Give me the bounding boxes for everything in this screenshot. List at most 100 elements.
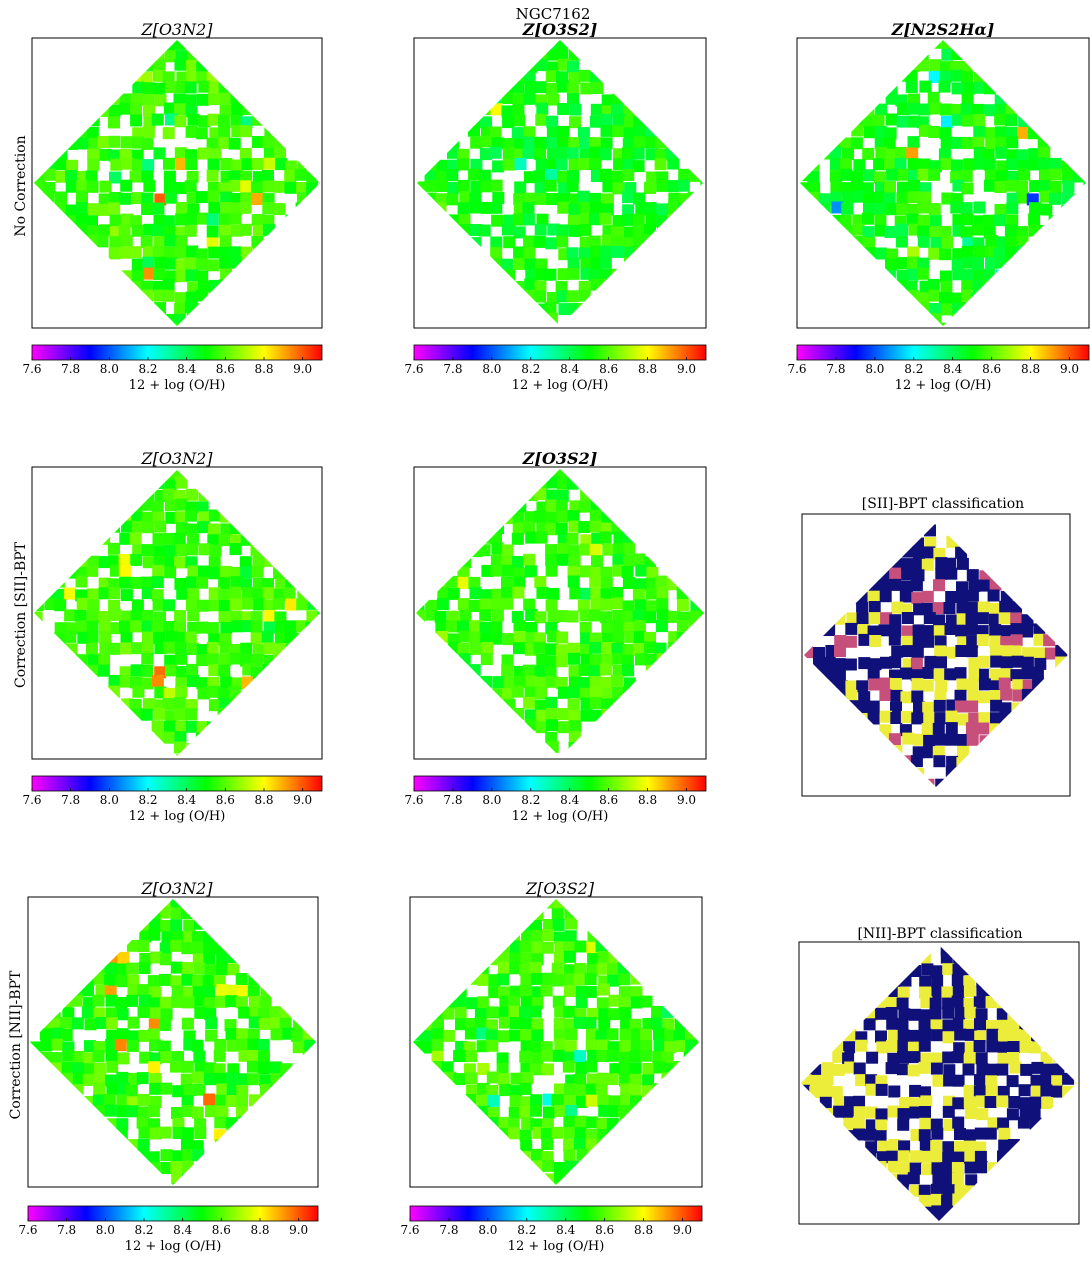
map-spaxel xyxy=(496,1052,509,1065)
map-spaxel xyxy=(284,170,297,182)
map-spaxel xyxy=(974,1018,986,1031)
map-spaxel xyxy=(545,643,558,656)
map-spaxel xyxy=(823,656,836,669)
map-spaxel xyxy=(996,1095,1009,1108)
map-spaxel xyxy=(935,679,948,692)
map-spaxel xyxy=(240,180,253,193)
map-spaxel xyxy=(954,1128,966,1140)
map-spaxel xyxy=(131,520,144,533)
map-spaxel xyxy=(567,61,579,73)
map-spaxel xyxy=(176,587,189,600)
map-spaxel xyxy=(941,303,954,316)
map-spaxel xyxy=(220,191,233,204)
map-spaxel xyxy=(174,641,187,654)
map-spaxel xyxy=(574,1115,587,1128)
colorbar-tick-label: 8.2 xyxy=(521,362,540,376)
map-spaxel xyxy=(119,532,132,545)
map-spaxel xyxy=(184,94,197,107)
map-spaxel xyxy=(106,1060,119,1073)
colorbar-tick-label: 8.8 xyxy=(638,362,657,376)
map-spaxel xyxy=(541,941,554,954)
map-spaxel xyxy=(535,158,548,171)
map-spaxel xyxy=(602,180,615,193)
map-spaxel xyxy=(511,127,524,140)
colorbar-o3n2-no-correction: 7.6 7.8 8.0 8.2 8.4 8.6 8.8 9.012 + log (O/H) xyxy=(22,344,323,393)
map-spaxel xyxy=(229,543,242,556)
map-spaxel xyxy=(226,1084,239,1096)
map-spaxel xyxy=(984,169,997,182)
map-spaxel xyxy=(1010,623,1023,636)
map-spaxel xyxy=(129,698,142,711)
map-spaxel xyxy=(486,1019,498,1032)
map-spaxel xyxy=(175,544,188,557)
map-spaxel xyxy=(525,622,538,634)
map-spaxel xyxy=(153,289,166,302)
map-spaxel xyxy=(131,93,144,105)
map-spaxel xyxy=(93,1062,106,1075)
map-spaxel xyxy=(954,1007,967,1019)
map-spaxel xyxy=(840,137,853,150)
map-spaxel xyxy=(584,1017,597,1029)
map-spaxel xyxy=(497,973,509,986)
map-spaxel xyxy=(906,147,919,160)
map-frame xyxy=(798,941,1080,1225)
map-spaxel xyxy=(808,181,821,194)
map-spaxel xyxy=(880,612,893,625)
map-spaxel xyxy=(943,1074,956,1087)
colorbar-tick-label: 8.0 xyxy=(865,362,884,376)
map-spaxel xyxy=(523,696,536,709)
map-spaxel xyxy=(589,709,602,722)
map-spaxel xyxy=(181,942,194,955)
map-spaxel xyxy=(589,676,602,688)
map-spaxel xyxy=(913,701,925,714)
map-spaxel xyxy=(551,1094,564,1107)
map-spaxel xyxy=(92,1094,105,1107)
map-spaxel xyxy=(160,1162,173,1174)
map-spaxel xyxy=(535,258,548,271)
map-spaxel xyxy=(934,733,947,746)
map-spaxel xyxy=(218,611,231,624)
map-spaxel xyxy=(65,180,78,193)
map-spaxel xyxy=(858,633,871,646)
map-spaxel xyxy=(588,137,601,150)
map-spaxel xyxy=(845,689,858,702)
map-spaxel xyxy=(933,755,946,768)
map-spaxel xyxy=(590,202,602,214)
map-spaxel xyxy=(154,256,167,269)
map-spaxel xyxy=(459,609,472,622)
map-spaxel xyxy=(436,598,449,611)
map-spaxel xyxy=(973,1085,986,1098)
map-spaxel xyxy=(568,665,581,678)
map-spaxel xyxy=(943,1064,956,1077)
map-spaxel xyxy=(557,171,570,183)
map-spaxel xyxy=(876,1151,889,1164)
map-spaxel xyxy=(1029,1096,1042,1109)
map-spaxel xyxy=(919,1009,932,1022)
map-spaxel xyxy=(632,136,645,149)
map-spaxel xyxy=(98,587,111,600)
map-spaxel xyxy=(655,620,668,633)
map-spaxel xyxy=(154,94,167,107)
map-spaxel xyxy=(518,1106,531,1119)
map-spaxel xyxy=(541,1049,553,1062)
map-spaxel xyxy=(964,1006,977,1019)
map-spaxel xyxy=(590,103,603,116)
map-spaxel xyxy=(130,620,143,633)
map-spaxel xyxy=(141,664,154,677)
map-spaxel xyxy=(424,179,437,192)
map-spaxel xyxy=(262,202,275,214)
map-spaxel xyxy=(488,986,501,999)
colorbar-tick-label: 8.0 xyxy=(482,362,501,376)
map-spaxel xyxy=(238,1049,251,1062)
map-spaxel xyxy=(662,1018,675,1031)
map-spaxel xyxy=(149,1039,161,1052)
map-spaxel xyxy=(918,1184,931,1197)
map-spaxel xyxy=(853,1095,865,1108)
map-spaxel xyxy=(192,953,205,966)
map-spaxel xyxy=(491,542,504,555)
map-spaxel xyxy=(520,973,533,986)
map-spaxel xyxy=(944,557,957,570)
map-spaxel xyxy=(961,92,974,105)
map-spaxel xyxy=(116,1094,129,1107)
map-spaxel xyxy=(431,1039,444,1052)
